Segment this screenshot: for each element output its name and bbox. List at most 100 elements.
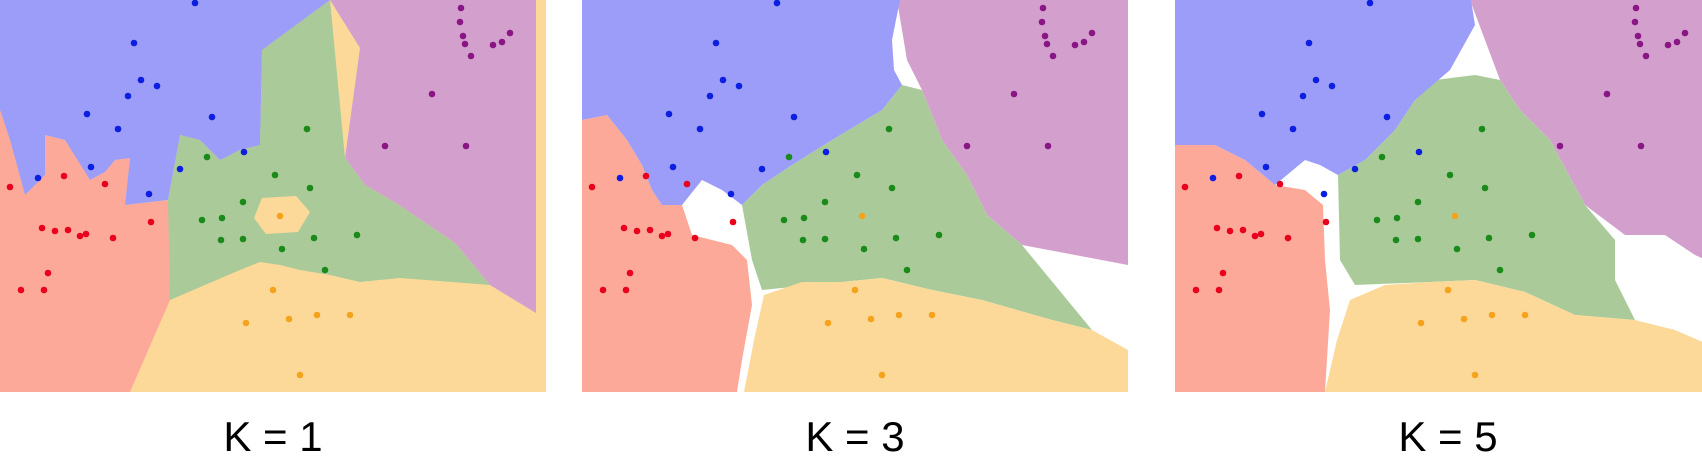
region-purple [330,0,536,313]
training-point-blue [1328,82,1336,90]
training-point-purple [1049,52,1057,60]
training-point-green [935,231,943,239]
training-point-purple [963,142,971,150]
training-point-red [1257,230,1265,238]
training-point-blue [130,39,138,47]
training-point-red [588,183,596,191]
training-point-green [306,184,314,192]
training-point-red [691,234,699,242]
training-point-blue [1383,113,1391,121]
training-points [6,0,514,379]
panel-label-k5: K = 5 [1398,413,1498,460]
training-point-green [1373,216,1381,224]
training-point-red [64,226,72,234]
training-point-blue [719,76,727,84]
training-point-orange [1444,286,1452,294]
training-point-purple [459,32,467,40]
knn-panel-k5: K = 5 [1175,0,1702,467]
training-point-green [1378,153,1386,161]
training-point-red [60,172,68,180]
training-point-blue [1312,76,1320,84]
training-point-purple [1010,90,1018,98]
training-point-blue [1289,125,1297,133]
training-point-green [353,231,361,239]
training-point-red [17,286,25,294]
region-green [1338,75,1635,320]
training-point-green [271,171,279,179]
training-point-orange [276,212,284,220]
training-point-orange [851,286,859,294]
training-point-green [1392,236,1400,244]
training-point-red [147,218,155,226]
training-point-blue [616,174,624,182]
training-point-blue [1209,174,1217,182]
training-point-blue [114,125,122,133]
training-point-purple [1634,32,1642,40]
region-red [582,115,752,392]
training-point-green [1446,171,1454,179]
knn-decision-map-k5 [1175,0,1702,392]
panel-label-k1: K = 1 [223,413,323,460]
training-point-purple [1088,29,1096,37]
training-point-red [44,269,52,277]
training-point-green [821,198,829,206]
training-point-red [1251,232,1259,240]
training-point-green [1453,245,1461,253]
training-point-red [646,226,654,234]
training-point-green [800,214,808,222]
training-point-red [1192,286,1200,294]
training-point-green [1528,231,1536,239]
training-point-purple [461,40,469,48]
training-point-red [1226,227,1234,235]
training-point-purple [1673,38,1681,46]
training-point-red [633,227,641,235]
training-point-red [76,232,84,240]
training-point-orange [1460,315,1468,323]
knn-decision-map-k1 [0,0,546,392]
training-point-purple [1556,142,1564,150]
knn-panel-k3: K = 3 [582,0,1128,467]
region-red [1175,145,1330,392]
region-blue [1175,0,1475,185]
training-point-purple [1043,40,1051,48]
training-point-green [203,153,211,161]
training-point-purple [1080,38,1088,46]
training-point-purple [1632,4,1640,12]
training-point-purple [1631,18,1639,26]
training-point-purple [1637,142,1645,150]
training-point-purple [457,4,465,12]
training-point-orange [346,311,354,319]
training-point-red [40,286,48,294]
training-point-green [218,214,226,222]
training-point-green [1496,266,1504,274]
knn-panel-k1: K = 1 [0,0,546,467]
training-point-red [664,230,672,238]
training-point-orange [313,311,321,319]
training-point-blue [1415,148,1423,156]
training-point-blue [1320,190,1328,198]
training-point-purple [381,142,389,150]
decision-regions [1175,0,1702,392]
training-point-blue [790,113,798,121]
training-point-green [310,234,318,242]
training-point-red [1276,180,1284,188]
training-point-green [888,184,896,192]
decision-regions [582,0,1128,392]
training-points [588,0,1096,379]
training-point-red [38,224,46,232]
training-point-green [853,171,861,179]
training-point-orange [878,371,886,379]
training-point-blue [153,82,161,90]
region-purple [897,0,1128,265]
training-point-purple [467,52,475,60]
training-point-green [217,236,225,244]
training-point-blue [712,39,720,47]
region-blue [582,0,902,205]
training-point-blue [727,190,735,198]
training-point-blue [191,0,199,7]
training-point-blue [669,163,677,171]
training-point-blue [145,190,153,198]
training-point-purple [498,38,506,46]
training-point-red [729,218,737,226]
training-point-blue [665,110,673,118]
